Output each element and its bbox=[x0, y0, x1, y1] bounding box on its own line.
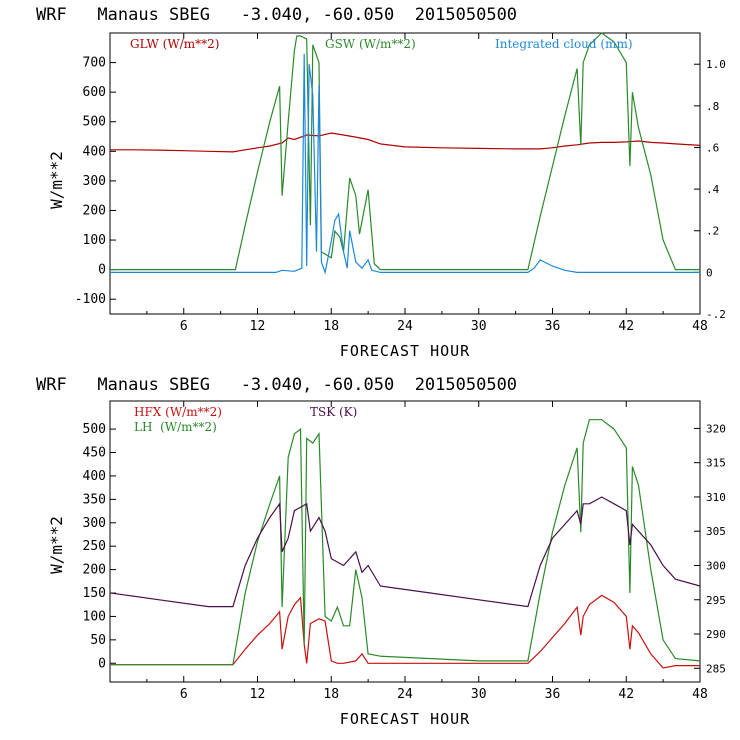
y-tick-label: 100 bbox=[83, 609, 106, 624]
legend-item-gsw: GSW (W/m**2) bbox=[325, 37, 416, 51]
legend-item-hfx: HFX (W/m**2) bbox=[134, 405, 222, 419]
series-line-0 bbox=[110, 594, 700, 669]
y2-tick-label: 295 bbox=[706, 594, 726, 607]
x-tick-label: 36 bbox=[545, 319, 561, 334]
legend-item-cloud: Integrated cloud (mm) bbox=[495, 37, 633, 51]
chart-title: WRF Manaus SBEG -3.040, -60.050 20150505… bbox=[36, 5, 517, 25]
y-tick-label: -100 bbox=[75, 292, 106, 307]
legend: HFX (W/m**2) LH (W/m**2) TSK (K) bbox=[134, 405, 357, 434]
y2-tick-label: 300 bbox=[706, 559, 726, 572]
x-axis-label: FORECAST HOUR bbox=[340, 342, 470, 360]
legend-item-glw: GLW (W/m**2) bbox=[130, 37, 219, 51]
legend-item-tsk: TSK (K) bbox=[310, 405, 357, 419]
x-tick-label: 30 bbox=[471, 687, 487, 702]
y2-tick-label: 0 bbox=[706, 266, 713, 279]
series-line-0 bbox=[110, 132, 701, 153]
x-tick-label: 36 bbox=[545, 687, 561, 702]
series-line-1 bbox=[110, 32, 700, 271]
chart-top: WRF Manaus SBEG -3.040, -60.050 20150505… bbox=[36, 5, 726, 360]
series-line-2 bbox=[110, 53, 700, 275]
plot-frame bbox=[109, 400, 701, 683]
y-tick-label: 700 bbox=[83, 56, 106, 71]
y-tick-label: 200 bbox=[83, 563, 106, 578]
y2-tick-label: .4 bbox=[706, 183, 720, 196]
y2-tick-label: 320 bbox=[706, 422, 726, 435]
y-axis-left: -100 0 100 200 300 400 500 600 700 bbox=[75, 56, 116, 307]
chart-title: WRF Manaus SBEG -3.040, -60.050 20150505… bbox=[36, 375, 517, 395]
x-tick-label: 18 bbox=[323, 319, 339, 334]
x-tick-label: 42 bbox=[618, 687, 634, 702]
y-tick-label: 50 bbox=[90, 633, 106, 648]
y-tick-label: 350 bbox=[83, 492, 106, 507]
series-group bbox=[110, 32, 701, 275]
y2-tick-label: 315 bbox=[706, 457, 726, 470]
x-tick-label: 12 bbox=[250, 687, 266, 702]
x-tick-label: 24 bbox=[397, 319, 413, 334]
chart-bottom: WRF Manaus SBEG -3.040, -60.050 20150505… bbox=[36, 375, 726, 728]
x-tick-label: 48 bbox=[692, 319, 708, 334]
series-line-2 bbox=[109, 496, 701, 608]
y-axis-right: -.2 0 .2 .4 .6 .8 1.0 bbox=[694, 58, 726, 321]
y2-tick-label: 290 bbox=[706, 628, 726, 641]
legend: GLW (W/m**2) GSW (W/m**2) Integrated clo… bbox=[130, 37, 633, 51]
x-tick-label: 18 bbox=[323, 687, 339, 702]
y-tick-label: 400 bbox=[83, 144, 106, 159]
x-tick-label: 6 bbox=[180, 687, 188, 702]
y2-tick-label: .2 bbox=[706, 225, 719, 238]
y-tick-label: 0 bbox=[98, 263, 106, 278]
x-axis: 6 12 18 24 30 36 42 48 bbox=[146, 401, 708, 702]
x-axis-label: FORECAST HOUR bbox=[340, 710, 470, 728]
y-tick-label: 250 bbox=[83, 539, 106, 554]
y-axis-label: W/m**2 bbox=[47, 151, 66, 209]
y2-tick-label: .6 bbox=[706, 141, 719, 154]
x-tick-label: 42 bbox=[618, 319, 634, 334]
y2-tick-label: -.2 bbox=[706, 308, 726, 321]
y-tick-label: 150 bbox=[83, 586, 106, 601]
y-tick-label: 500 bbox=[83, 115, 106, 130]
y-axis-label: W/m**2 bbox=[47, 516, 66, 574]
y-tick-label: 400 bbox=[83, 469, 106, 484]
x-tick-label: 24 bbox=[397, 687, 413, 702]
x-tick-label: 6 bbox=[180, 319, 188, 334]
x-axis: 6 12 18 24 30 36 42 48 bbox=[146, 33, 708, 334]
x-tick-label: 12 bbox=[250, 319, 266, 334]
legend-item-lh: LH (W/m**2) bbox=[134, 420, 217, 434]
y-tick-label: 500 bbox=[83, 422, 106, 437]
y-tick-label: 100 bbox=[83, 233, 106, 248]
y2-tick-label: .8 bbox=[706, 100, 719, 113]
y2-tick-label: 305 bbox=[706, 525, 726, 538]
y2-tick-label: 285 bbox=[706, 662, 726, 675]
y2-tick-label: 310 bbox=[706, 491, 726, 504]
y-tick-label: 600 bbox=[83, 85, 106, 100]
y-axis-right: 285 290 295 300 305 310 315 320 bbox=[694, 422, 726, 675]
y-tick-label: 450 bbox=[83, 446, 106, 461]
y-tick-label: 0 bbox=[98, 656, 106, 671]
y-axis-left: 0 50 100 150 200 250 300 350 400 450 500 bbox=[83, 422, 116, 671]
x-tick-label: 48 bbox=[692, 687, 708, 702]
y-tick-label: 200 bbox=[83, 203, 106, 218]
y2-tick-label: 1.0 bbox=[706, 58, 726, 71]
y-tick-label: 300 bbox=[83, 516, 106, 531]
series-line-1 bbox=[110, 419, 701, 666]
x-tick-label: 30 bbox=[471, 319, 487, 334]
series-group bbox=[109, 419, 701, 669]
y-tick-label: 300 bbox=[83, 174, 106, 189]
